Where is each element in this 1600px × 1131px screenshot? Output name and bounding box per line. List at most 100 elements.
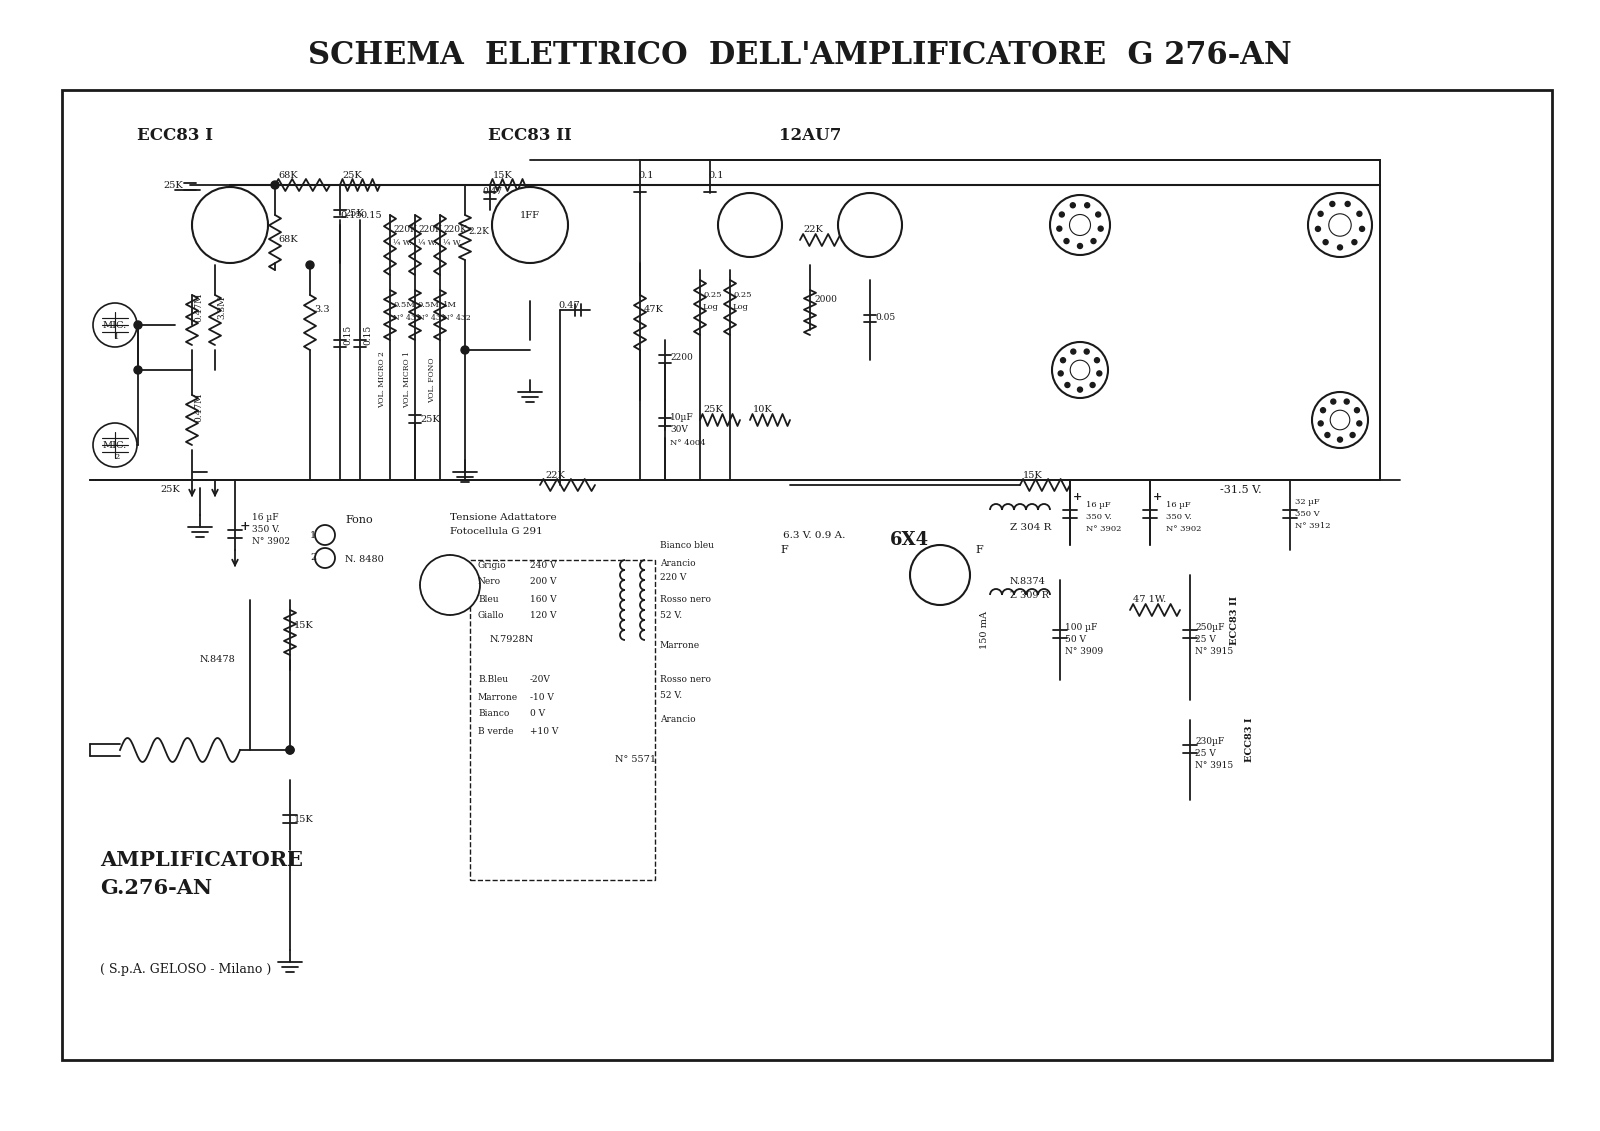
Text: F: F bbox=[781, 545, 787, 555]
Text: N° 5571: N° 5571 bbox=[614, 756, 656, 765]
Text: 0.5M: 0.5M bbox=[394, 301, 414, 309]
Text: 0.47: 0.47 bbox=[558, 301, 579, 310]
Text: 250µF: 250µF bbox=[1195, 622, 1224, 631]
Circle shape bbox=[1059, 211, 1064, 217]
Circle shape bbox=[1050, 195, 1110, 254]
Text: +: + bbox=[240, 520, 251, 534]
Text: 200 V: 200 V bbox=[530, 578, 557, 587]
Text: 0.25: 0.25 bbox=[702, 291, 722, 299]
Circle shape bbox=[1077, 243, 1083, 249]
Text: N.8478: N.8478 bbox=[200, 656, 235, 665]
Text: 15K: 15K bbox=[294, 815, 314, 824]
Text: 47 1W.: 47 1W. bbox=[1133, 596, 1166, 604]
Text: 30V: 30V bbox=[670, 425, 688, 434]
Text: +10 V: +10 V bbox=[530, 726, 558, 735]
Circle shape bbox=[718, 193, 782, 257]
Circle shape bbox=[1357, 211, 1362, 216]
Text: 0.47M: 0.47M bbox=[194, 392, 203, 422]
Text: 0.15: 0.15 bbox=[339, 210, 362, 219]
Text: MIC.: MIC. bbox=[102, 440, 126, 449]
Circle shape bbox=[1360, 226, 1365, 232]
Text: 230µF: 230µF bbox=[1195, 737, 1224, 746]
Bar bbox=[62, 90, 1552, 1060]
Text: 160 V: 160 V bbox=[530, 595, 557, 604]
Text: N° 4004: N° 4004 bbox=[670, 439, 706, 447]
Circle shape bbox=[286, 746, 294, 754]
Circle shape bbox=[1066, 382, 1070, 388]
Text: N.8374: N.8374 bbox=[1010, 578, 1046, 587]
Circle shape bbox=[1061, 357, 1066, 363]
Text: 50 V: 50 V bbox=[1066, 634, 1086, 644]
Circle shape bbox=[1053, 342, 1107, 398]
Text: 0.1: 0.1 bbox=[707, 172, 723, 181]
Text: 1FF: 1FF bbox=[520, 210, 541, 219]
Circle shape bbox=[1357, 421, 1362, 426]
Circle shape bbox=[1318, 211, 1323, 216]
Text: +: + bbox=[1154, 492, 1162, 502]
Text: 25 V: 25 V bbox=[1195, 634, 1216, 644]
Text: N° 3902: N° 3902 bbox=[1166, 525, 1202, 533]
Text: 16 µF: 16 µF bbox=[253, 513, 278, 523]
Text: 0 V: 0 V bbox=[530, 709, 546, 718]
Circle shape bbox=[1085, 349, 1090, 354]
Text: Bianco: Bianco bbox=[478, 709, 509, 718]
Text: B verde: B verde bbox=[478, 726, 514, 735]
Circle shape bbox=[1338, 245, 1342, 250]
Circle shape bbox=[1320, 407, 1325, 413]
Circle shape bbox=[1323, 240, 1328, 244]
Text: Log: Log bbox=[733, 303, 749, 311]
Text: Nero: Nero bbox=[478, 578, 501, 587]
Text: -31.5 V.: -31.5 V. bbox=[1221, 485, 1262, 495]
Text: VOL. MICRO 2: VOL. MICRO 2 bbox=[378, 352, 386, 408]
Bar bbox=[470, 560, 654, 880]
Text: N° 3902: N° 3902 bbox=[253, 537, 290, 546]
Circle shape bbox=[493, 187, 568, 264]
Text: VOL. MICRO 1: VOL. MICRO 1 bbox=[403, 352, 411, 408]
Text: 15K: 15K bbox=[493, 171, 512, 180]
Text: 1: 1 bbox=[310, 530, 317, 539]
Text: G.276-AN: G.276-AN bbox=[99, 878, 213, 898]
Text: 0.15: 0.15 bbox=[360, 210, 382, 219]
Text: Fono: Fono bbox=[346, 515, 373, 525]
Text: 52 V.: 52 V. bbox=[661, 691, 682, 699]
Text: ECC83 I: ECC83 I bbox=[138, 127, 213, 144]
Text: +: + bbox=[1074, 492, 1082, 502]
Text: 1: 1 bbox=[114, 333, 120, 342]
Text: 25K: 25K bbox=[342, 171, 362, 180]
Text: ¼ W.: ¼ W. bbox=[418, 239, 437, 247]
Text: Marrone: Marrone bbox=[478, 692, 518, 701]
Text: Log: Log bbox=[702, 303, 718, 311]
Text: 0.25: 0.25 bbox=[733, 291, 752, 299]
Text: N° 431: N° 431 bbox=[418, 314, 446, 322]
Text: ECC83 II: ECC83 II bbox=[1230, 595, 1238, 645]
Circle shape bbox=[1355, 407, 1360, 413]
Circle shape bbox=[1090, 382, 1094, 388]
Text: N. 8480: N. 8480 bbox=[346, 555, 384, 564]
Text: B.Bleu: B.Bleu bbox=[478, 675, 509, 684]
Text: VOL. FONO: VOL. FONO bbox=[429, 357, 435, 403]
Text: 25K: 25K bbox=[163, 181, 182, 190]
Text: Z 304 R: Z 304 R bbox=[1010, 524, 1051, 533]
Text: 120 V: 120 V bbox=[530, 612, 557, 621]
Text: 16 µF: 16 µF bbox=[1166, 501, 1190, 509]
Text: 3.3M: 3.3M bbox=[218, 295, 226, 319]
Circle shape bbox=[1350, 432, 1355, 438]
Text: N.7928N: N.7928N bbox=[490, 636, 534, 645]
Text: 25K: 25K bbox=[419, 415, 440, 424]
Circle shape bbox=[1064, 239, 1069, 243]
Text: ( S.p.A. GELOSO - Milano ): ( S.p.A. GELOSO - Milano ) bbox=[99, 964, 272, 976]
Text: 220K: 220K bbox=[418, 225, 442, 234]
Text: Z 309 R: Z 309 R bbox=[1010, 592, 1050, 601]
Text: N° 432: N° 432 bbox=[443, 314, 470, 322]
Text: 0.5M: 0.5M bbox=[418, 301, 440, 309]
Text: Rosso nero: Rosso nero bbox=[661, 596, 710, 604]
Text: Giallo: Giallo bbox=[478, 612, 504, 621]
Circle shape bbox=[1096, 211, 1101, 217]
Circle shape bbox=[838, 193, 902, 257]
Circle shape bbox=[910, 545, 970, 605]
Text: 2.2K: 2.2K bbox=[467, 227, 490, 236]
Text: Grigio: Grigio bbox=[478, 561, 507, 570]
Text: 2000: 2000 bbox=[814, 295, 837, 304]
Text: Arancio: Arancio bbox=[661, 559, 696, 568]
Text: 0.15: 0.15 bbox=[342, 325, 352, 345]
